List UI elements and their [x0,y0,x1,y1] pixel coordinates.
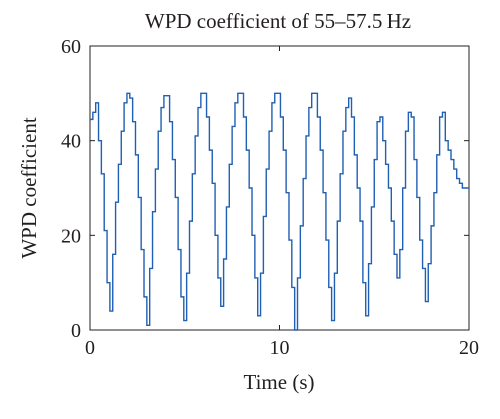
chart-title: WPD coefficient of 55–57.5 Hz [145,9,411,33]
x-tick-label: 20 [459,337,479,359]
y-tick-label: 20 [61,225,81,247]
x-axis-label: Time (s) [244,370,315,394]
y-tick-label: 40 [61,131,81,153]
plot-frame [89,45,470,331]
y-tick-label: 0 [71,320,81,342]
y-tick-label: 60 [61,36,81,58]
series-line [90,92,469,331]
x-tick-label: 10 [270,337,290,359]
x-tick-label: 0 [85,337,95,359]
y-axis-label: WPD coefficient [17,117,41,258]
axis-ticks: 0 10 20 0 20 40 60 [61,36,479,359]
